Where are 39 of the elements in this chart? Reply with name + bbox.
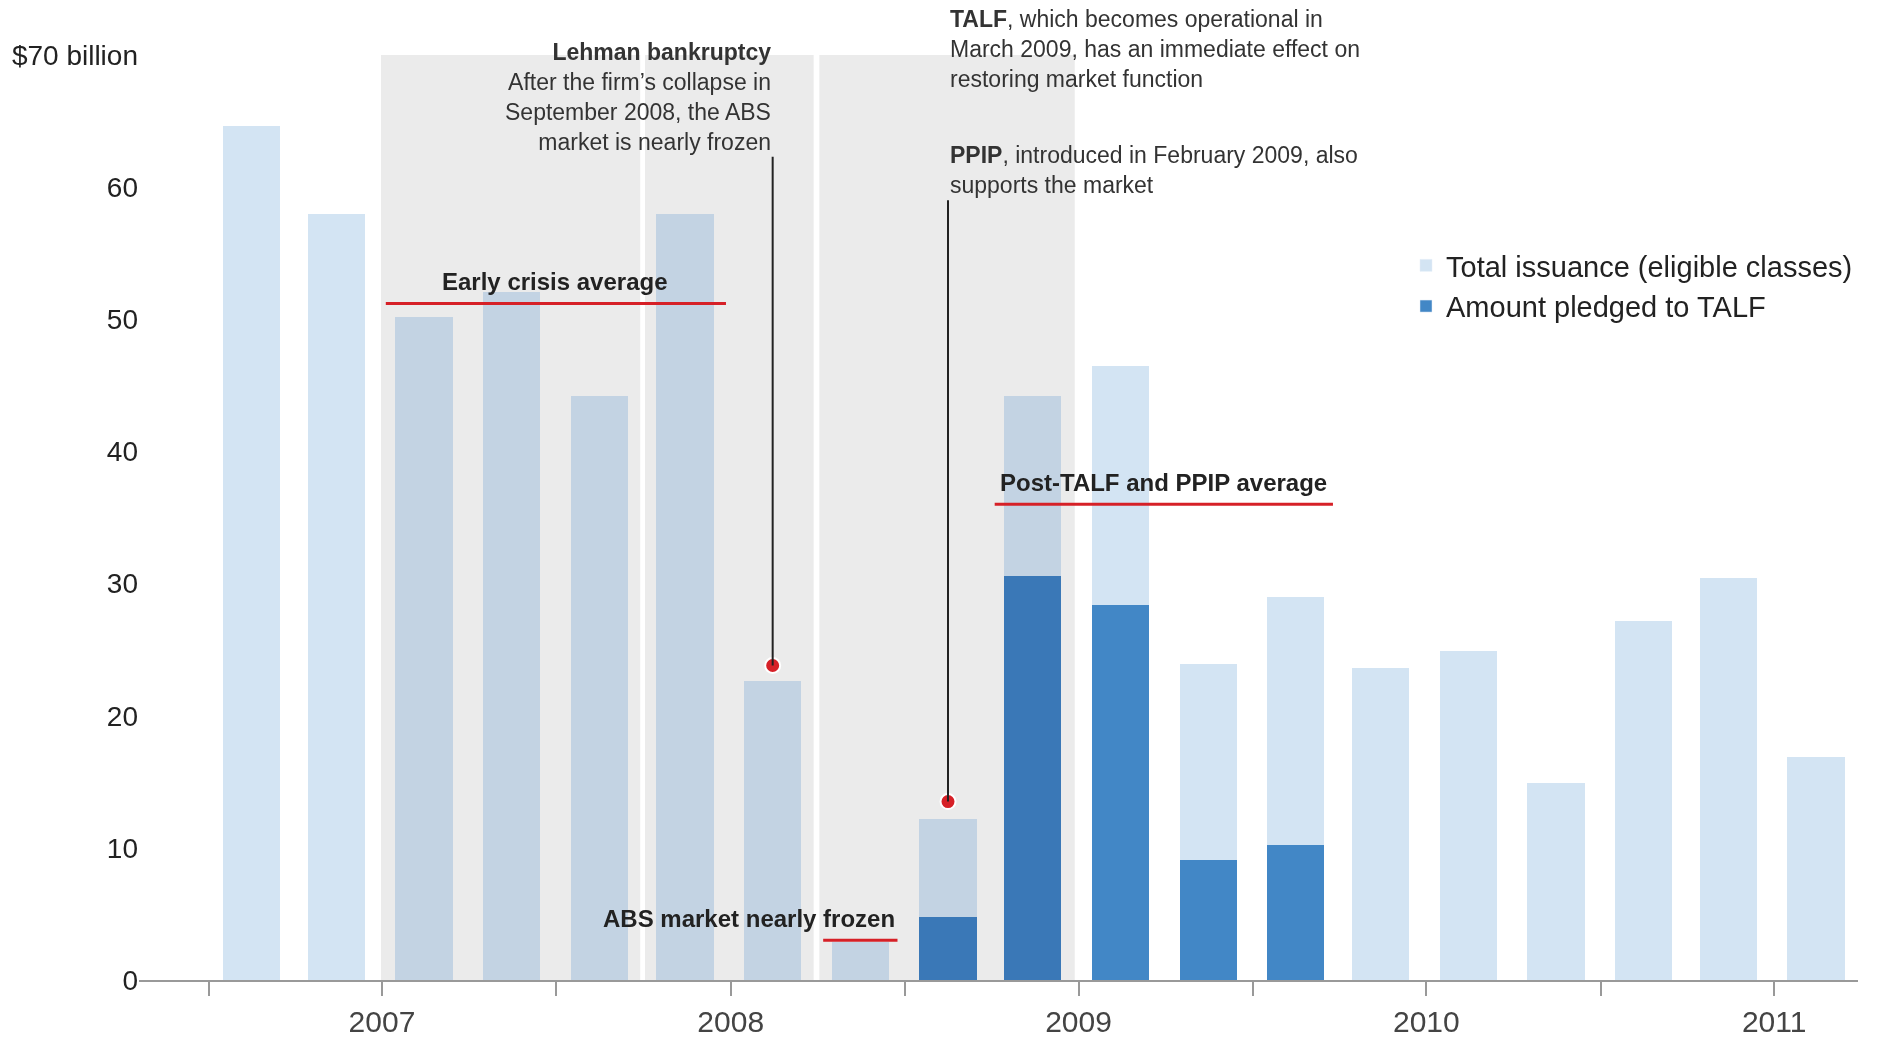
y-tick-label: 30 [106,568,138,600]
bar [1527,783,1585,980]
x-tick-label: 2007 [348,1005,416,1038]
annotation: TALF, which becomes operational in March 2009, has an immediate effect on restoring market function [950,6,1360,92]
bar [919,819,977,917]
y-tick-label: 60 [106,171,138,203]
bar [1004,576,1061,980]
legend-label: Amount pledged to TALF [1446,291,1766,324]
annotation: PPIP, introduced in February 2009, also supports the market [950,142,1358,198]
y-tick-label: $70 billion [11,39,138,71]
series-label: Post-TALF and PPIP average [1000,469,1328,496]
bar [1267,845,1324,980]
legend-label: Total issuance (eligible classes) [1446,250,1853,283]
bar [395,317,453,980]
bar [308,214,365,980]
bar [832,942,889,980]
annotation: Lehman bankruptcy After the firm’s collapse in September 2008, the ABS market is nearly frozen [505,39,772,155]
y-tick-label: 0 [122,964,138,996]
bar [1440,651,1497,980]
y-tick-label: 20 [106,700,138,732]
bar [1700,578,1757,980]
y-tick-label: 50 [106,304,138,336]
bar [1787,757,1845,980]
bar [919,917,977,980]
x-tick-label: 2009 [1045,1005,1112,1038]
bar [223,126,280,980]
bar [1615,621,1672,980]
series-label: ABS market nearly frozen [603,905,896,932]
bar [1180,664,1237,860]
x-tick-label: 2008 [697,1005,765,1038]
bar [1180,860,1237,980]
y-tick-label: 10 [106,832,138,864]
x-tick-label: 2011 [1741,1005,1807,1038]
x-tick-label: 2010 [1392,1005,1460,1038]
bar [1267,597,1324,845]
bar [1352,668,1409,980]
series-label: Early crisis average [442,268,668,295]
bar [1092,605,1149,980]
y-tick-label: 40 [106,436,138,468]
